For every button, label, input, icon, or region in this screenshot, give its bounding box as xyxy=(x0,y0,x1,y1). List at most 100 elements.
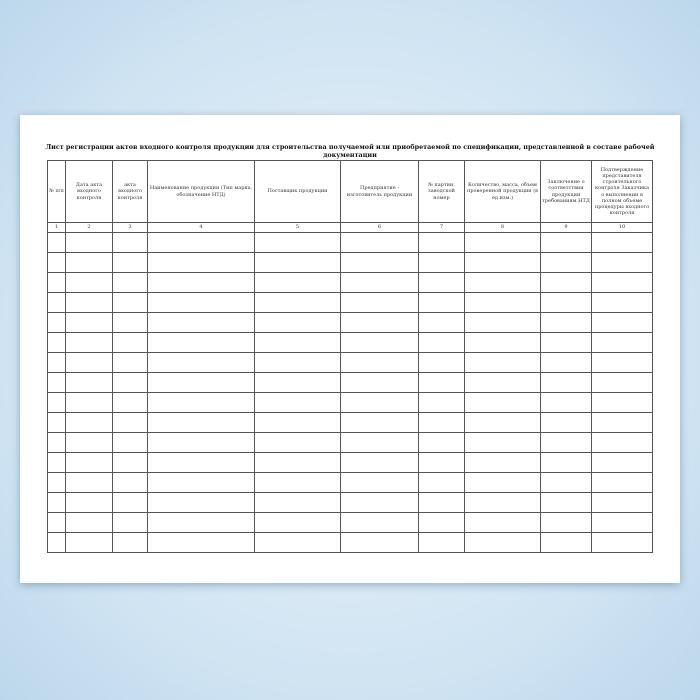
table-cell[interactable] xyxy=(464,312,541,333)
table-cell[interactable] xyxy=(254,452,341,473)
table-cell[interactable] xyxy=(254,372,341,393)
table-cell[interactable] xyxy=(147,412,255,433)
table-cell[interactable] xyxy=(254,252,341,273)
table-cell[interactable] xyxy=(340,292,419,313)
table-cell[interactable] xyxy=(340,392,419,413)
table-cell[interactable] xyxy=(254,272,341,293)
table-cell[interactable] xyxy=(112,392,148,413)
table-cell[interactable] xyxy=(418,232,465,253)
table-cell[interactable] xyxy=(65,352,113,373)
table-cell[interactable] xyxy=(340,432,419,453)
table-cell[interactable] xyxy=(591,372,653,393)
table-cell[interactable] xyxy=(464,232,541,253)
table-cell[interactable] xyxy=(147,372,255,393)
table-cell[interactable] xyxy=(340,452,419,473)
table-cell[interactable] xyxy=(147,272,255,293)
table-cell[interactable] xyxy=(112,352,148,373)
table-cell[interactable] xyxy=(540,252,592,273)
table-cell[interactable] xyxy=(147,392,255,413)
table-cell[interactable] xyxy=(591,292,653,313)
table-cell[interactable] xyxy=(418,332,465,353)
table-cell[interactable] xyxy=(112,532,148,553)
table-cell[interactable] xyxy=(65,292,113,313)
table-cell[interactable] xyxy=(418,272,465,293)
table-cell[interactable] xyxy=(418,352,465,373)
table-cell[interactable] xyxy=(464,472,541,493)
table-cell[interactable] xyxy=(47,332,66,353)
table-cell[interactable] xyxy=(591,412,653,433)
table-cell[interactable] xyxy=(591,532,653,553)
table-cell[interactable] xyxy=(418,292,465,313)
table-cell[interactable] xyxy=(147,312,255,333)
table-cell[interactable] xyxy=(418,372,465,393)
table-cell[interactable] xyxy=(540,352,592,373)
table-cell[interactable] xyxy=(65,272,113,293)
table-cell[interactable] xyxy=(65,432,113,453)
table-cell[interactable] xyxy=(591,472,653,493)
table-cell[interactable] xyxy=(47,512,66,533)
table-cell[interactable] xyxy=(47,472,66,493)
table-cell[interactable] xyxy=(340,352,419,373)
table-cell[interactable] xyxy=(340,252,419,273)
table-cell[interactable] xyxy=(540,392,592,413)
table-cell[interactable] xyxy=(47,492,66,513)
table-cell[interactable] xyxy=(147,232,255,253)
table-cell[interactable] xyxy=(47,392,66,413)
table-cell[interactable] xyxy=(340,532,419,553)
table-cell[interactable] xyxy=(418,412,465,433)
table-cell[interactable] xyxy=(112,252,148,273)
table-cell[interactable] xyxy=(464,372,541,393)
table-cell[interactable] xyxy=(540,492,592,513)
table-cell[interactable] xyxy=(47,252,66,273)
table-cell[interactable] xyxy=(112,312,148,333)
table-cell[interactable] xyxy=(254,412,341,433)
table-cell[interactable] xyxy=(47,232,66,253)
table-cell[interactable] xyxy=(540,412,592,433)
table-cell[interactable] xyxy=(464,432,541,453)
table-cell[interactable] xyxy=(147,492,255,513)
table-cell[interactable] xyxy=(65,252,113,273)
table-cell[interactable] xyxy=(47,292,66,313)
table-cell[interactable] xyxy=(47,432,66,453)
table-cell[interactable] xyxy=(112,292,148,313)
table-cell[interactable] xyxy=(65,492,113,513)
table-cell[interactable] xyxy=(47,272,66,293)
table-cell[interactable] xyxy=(591,272,653,293)
table-cell[interactable] xyxy=(112,472,148,493)
table-cell[interactable] xyxy=(540,312,592,333)
table-cell[interactable] xyxy=(47,452,66,473)
table-cell[interactable] xyxy=(540,512,592,533)
table-cell[interactable] xyxy=(147,432,255,453)
table-cell[interactable] xyxy=(112,432,148,453)
table-cell[interactable] xyxy=(418,532,465,553)
table-cell[interactable] xyxy=(47,372,66,393)
table-cell[interactable] xyxy=(464,492,541,513)
table-cell[interactable] xyxy=(464,412,541,433)
table-cell[interactable] xyxy=(540,432,592,453)
table-cell[interactable] xyxy=(540,332,592,353)
table-cell[interactable] xyxy=(147,512,255,533)
table-cell[interactable] xyxy=(464,292,541,313)
table-cell[interactable] xyxy=(540,532,592,553)
table-cell[interactable] xyxy=(254,312,341,333)
table-cell[interactable] xyxy=(65,312,113,333)
table-cell[interactable] xyxy=(65,372,113,393)
table-cell[interactable] xyxy=(147,532,255,553)
table-cell[interactable] xyxy=(464,352,541,373)
table-cell[interactable] xyxy=(147,472,255,493)
table-cell[interactable] xyxy=(147,252,255,273)
table-cell[interactable] xyxy=(418,512,465,533)
table-cell[interactable] xyxy=(65,412,113,433)
table-cell[interactable] xyxy=(340,492,419,513)
table-cell[interactable] xyxy=(340,472,419,493)
table-cell[interactable] xyxy=(418,492,465,513)
table-cell[interactable] xyxy=(591,352,653,373)
table-cell[interactable] xyxy=(65,452,113,473)
table-cell[interactable] xyxy=(464,252,541,273)
table-cell[interactable] xyxy=(591,232,653,253)
table-cell[interactable] xyxy=(147,292,255,313)
table-cell[interactable] xyxy=(147,332,255,353)
table-cell[interactable] xyxy=(254,512,341,533)
table-cell[interactable] xyxy=(65,332,113,353)
table-cell[interactable] xyxy=(147,352,255,373)
